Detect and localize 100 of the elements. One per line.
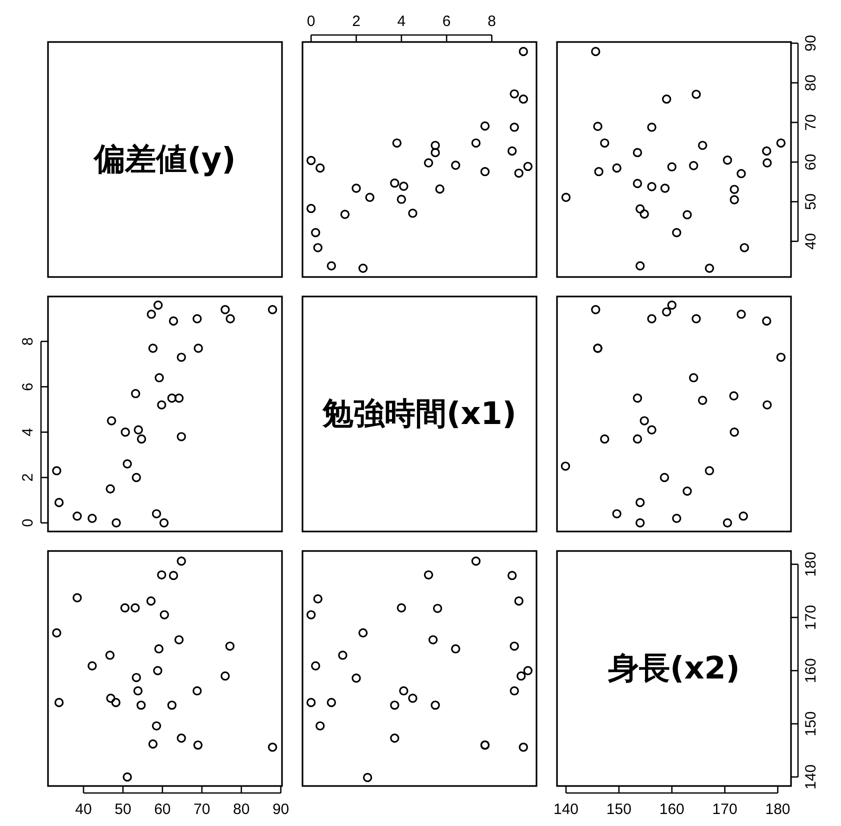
point (313, 594, 322, 604)
point (632, 434, 642, 444)
point (516, 671, 526, 681)
point (518, 742, 528, 752)
point (736, 168, 746, 178)
y-tick-label: 4 (20, 428, 36, 436)
point (122, 459, 132, 469)
point (480, 166, 490, 176)
point (399, 182, 408, 191)
x-tick-label: 50 (114, 801, 132, 818)
point (154, 373, 164, 382)
point (612, 163, 622, 173)
point (176, 734, 186, 743)
point (660, 472, 670, 482)
point (672, 514, 682, 523)
point (352, 673, 361, 683)
point (54, 698, 64, 708)
point (523, 666, 533, 676)
x-tick-label: 4 (397, 13, 406, 30)
point (593, 122, 602, 132)
point (399, 686, 408, 696)
point (167, 700, 177, 710)
y-tick-label: 160 (802, 658, 820, 684)
point (176, 556, 186, 566)
point (514, 168, 524, 178)
point (408, 694, 418, 703)
y-tick-label: 170 (802, 604, 820, 630)
point (340, 210, 350, 219)
point (362, 772, 372, 782)
point (722, 518, 732, 528)
point (390, 734, 400, 743)
point (352, 184, 361, 193)
y-tick-label: 80 (802, 74, 820, 92)
y-tick-label: 2 (20, 473, 36, 482)
point (306, 204, 316, 214)
point (358, 264, 368, 273)
point (132, 672, 141, 682)
y-tick-label: 140 (802, 764, 820, 790)
y-tick-label: 6 (20, 382, 36, 391)
point (168, 570, 178, 580)
x-tick-label: 8 (488, 13, 496, 30)
x-tick-label: 180 (765, 801, 790, 818)
point (471, 556, 481, 566)
point (430, 148, 440, 158)
point (776, 138, 786, 148)
point (160, 610, 170, 620)
point (225, 642, 235, 651)
point (111, 698, 120, 708)
text: 偏差値(y) (93, 142, 236, 178)
point (174, 394, 184, 403)
point (106, 416, 116, 426)
point (647, 314, 656, 324)
point (632, 178, 642, 188)
point (508, 570, 517, 580)
x-tick-label: 0 (306, 13, 316, 30)
point (306, 610, 316, 620)
point (738, 511, 748, 521)
point (306, 698, 316, 708)
point (159, 518, 169, 528)
point (268, 305, 278, 314)
point (192, 686, 202, 696)
point (220, 305, 230, 314)
point (153, 666, 162, 676)
point (154, 644, 164, 654)
x-tick-label: 90 (272, 801, 290, 818)
point (152, 509, 162, 518)
point (776, 352, 786, 362)
point (698, 396, 708, 405)
point (220, 671, 230, 681)
point (518, 94, 528, 104)
point (148, 739, 158, 749)
point (136, 700, 146, 710)
point (591, 305, 600, 314)
point (392, 138, 402, 148)
point (612, 509, 622, 518)
point (157, 400, 166, 410)
point (88, 514, 97, 523)
point (131, 388, 140, 398)
point (600, 138, 610, 148)
point (662, 94, 672, 104)
point (326, 261, 336, 271)
point (72, 511, 82, 521)
x-tick-label: 60 (154, 801, 171, 818)
point (390, 700, 400, 710)
point (647, 122, 656, 132)
point (682, 210, 692, 220)
point (600, 434, 610, 444)
point (112, 518, 121, 528)
point (762, 316, 772, 326)
point (194, 344, 203, 353)
point (134, 425, 143, 434)
point (133, 686, 143, 696)
point (120, 603, 130, 612)
point (667, 300, 676, 310)
point (518, 46, 528, 56)
point (729, 391, 738, 400)
point (510, 122, 519, 132)
y-tick-label: 90 (802, 34, 820, 52)
point (72, 593, 82, 602)
point (54, 498, 64, 508)
